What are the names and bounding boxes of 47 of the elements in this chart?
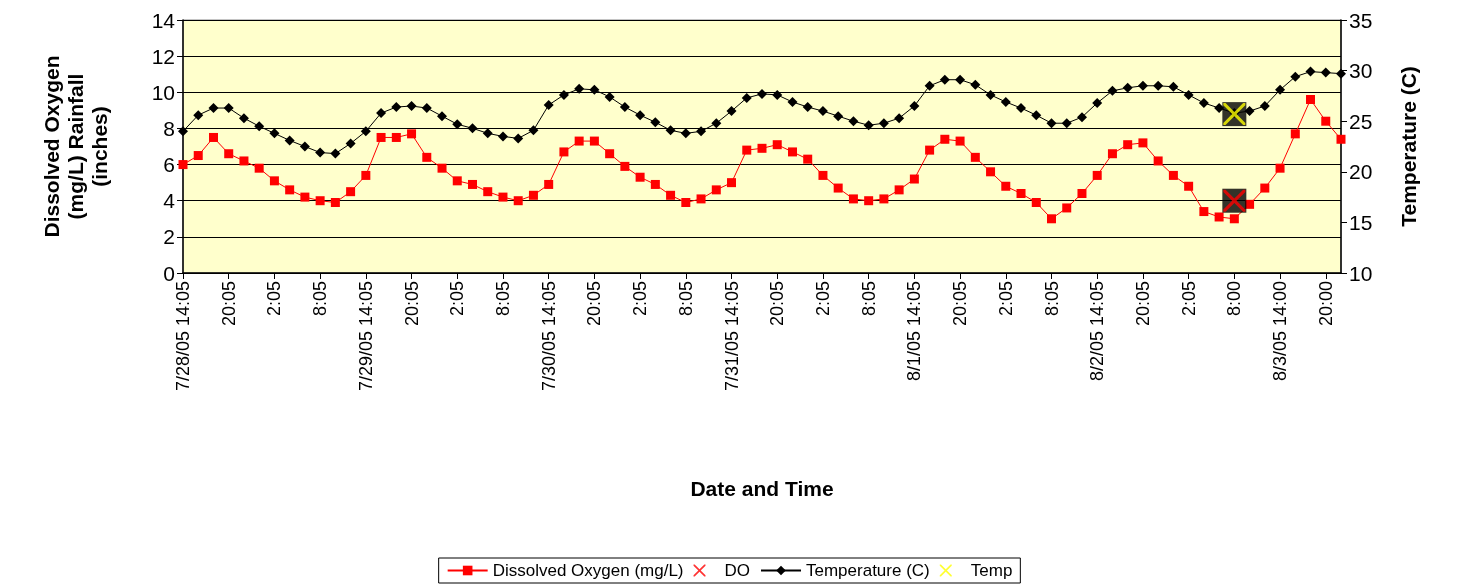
x-tick-label: 2:05 <box>630 281 651 317</box>
y-tick-label: 0 <box>163 261 175 285</box>
x-tick-label: 8:05 <box>492 281 513 317</box>
x-tick-label: 20:05 <box>1132 281 1153 327</box>
x-tick-label: 20:05 <box>218 281 239 327</box>
y-tick-label: 8 <box>163 116 175 140</box>
x-tick-label: 8/2/05 14:05 <box>1087 281 1108 382</box>
x-tick-label: 20:05 <box>584 281 605 327</box>
x-tick-label: 7/28/05 14:05 <box>173 281 193 392</box>
legend-label: Dissolved Oxygen (mg/L) <box>492 561 684 580</box>
y-tick-label: 14 <box>151 8 176 32</box>
y-tick-label: 10 <box>151 80 175 104</box>
x-tick-label: 8/1/05 14:05 <box>904 281 925 382</box>
x-tick-label: 8:00 <box>1224 281 1245 317</box>
x-tick-label: 8:05 <box>675 281 696 317</box>
y2-tick-label: 15 <box>1349 210 1373 234</box>
x-tick-label: 2:05 <box>995 281 1016 317</box>
x-tick-label: 2:05 <box>1178 281 1199 317</box>
x-tick-label: 20:05 <box>950 281 971 327</box>
legend-label: DO <box>724 561 751 580</box>
x-tick-label: 7/30/05 14:05 <box>538 281 559 392</box>
y2-tick-label: 10 <box>1349 261 1373 285</box>
x-tick-label: 2:05 <box>447 281 468 317</box>
y-axis-title: Dissolved Oxygen (mg/L) Rainfall (inches) <box>39 55 111 238</box>
x-tick-label: 8/3/05 14:00 <box>1270 281 1291 382</box>
x-tick-label: 8:05 <box>310 281 331 317</box>
y2-axis-title: Temperature (C) <box>1396 66 1420 227</box>
x-tick-label: 7/31/05 14:05 <box>721 281 742 392</box>
x-tick-label: 8:05 <box>858 281 879 317</box>
x-tick-label: 20:00 <box>1315 281 1336 327</box>
y-tick-label: 2 <box>163 225 175 249</box>
y2-tick-label: 20 <box>1349 160 1373 184</box>
legend-label: Temperature (C) <box>806 561 930 580</box>
x-tick-label: 7/29/05 14:05 <box>355 281 376 392</box>
y-tick-label: 4 <box>163 189 176 213</box>
y2-tick-label: 25 <box>1349 109 1373 133</box>
y-tick-label: 6 <box>163 153 175 177</box>
y2-tick-label: 30 <box>1349 59 1373 83</box>
x-tick-label: 2:05 <box>264 281 285 317</box>
legend-label: Temp <box>970 561 1013 580</box>
x-tick-label: 8:05 <box>1041 281 1062 317</box>
x-tick-label: 2:05 <box>812 281 833 317</box>
x-tick-label: 20:05 <box>767 281 788 327</box>
x-axis-title: Date and Time <box>690 477 834 500</box>
y-tick-label: 12 <box>151 44 175 68</box>
y2-tick-label: 35 <box>1349 8 1373 32</box>
x-tick-label: 20:05 <box>401 281 422 327</box>
